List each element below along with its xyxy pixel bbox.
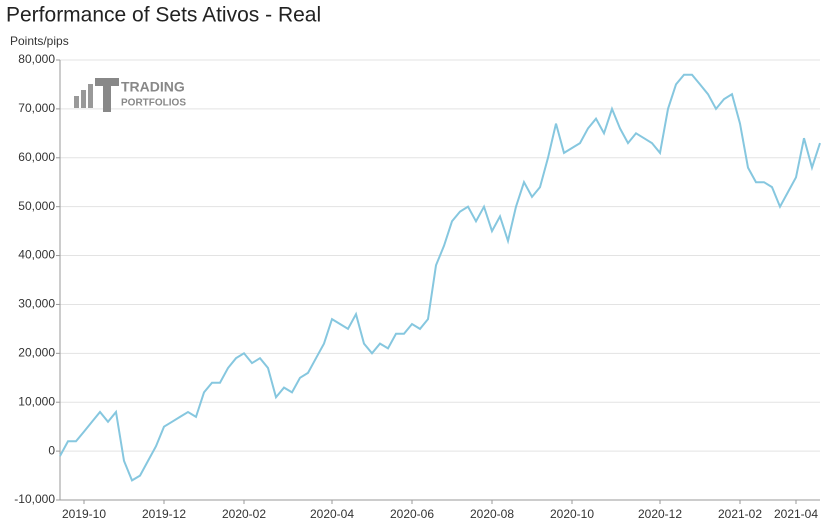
logo-mark <box>95 78 119 112</box>
x-tick-label: 2019-12 <box>142 507 186 521</box>
logo-bar <box>81 90 86 108</box>
y-tick-label: -10,000 <box>14 492 55 506</box>
x-tick-label: 2020-08 <box>470 507 514 521</box>
logo-text: PORTFOLIOS <box>121 98 186 109</box>
x-tick-label: 2021-04 <box>774 507 818 521</box>
y-tick-label: 10,000 <box>18 394 55 408</box>
x-tick-label: 2020-04 <box>310 507 354 521</box>
x-tick-label: 2020-02 <box>222 507 266 521</box>
chart-title: Performance of Sets Ativos - Real <box>6 4 321 27</box>
logo-bar <box>74 96 79 108</box>
y-tick-label: 80,000 <box>18 52 55 66</box>
y-tick-label: 50,000 <box>18 199 55 213</box>
y-tick-label: 60,000 <box>18 150 55 164</box>
y-tick-label: 70,000 <box>18 101 55 115</box>
x-tick-label: 2021-02 <box>718 507 762 521</box>
x-tick-label: 2020-10 <box>550 507 594 521</box>
logo: TRADING PORTFOLIOS <box>74 78 186 112</box>
logo-text: TRADING <box>121 79 185 95</box>
line-series <box>59 73 821 482</box>
x-tick-label: 2020-12 <box>638 507 682 521</box>
y-axis-label: Points/pips <box>10 34 69 48</box>
logo-bar <box>88 84 93 108</box>
y-tick-label: 30,000 <box>18 297 55 311</box>
y-tick-label: 20,000 <box>18 346 55 360</box>
y-tick-label: 40,000 <box>18 248 55 262</box>
x-tick-label: 2020-06 <box>390 507 434 521</box>
x-tick-label: 2019-10 <box>62 507 106 521</box>
y-tick-label: 0 <box>48 443 55 457</box>
